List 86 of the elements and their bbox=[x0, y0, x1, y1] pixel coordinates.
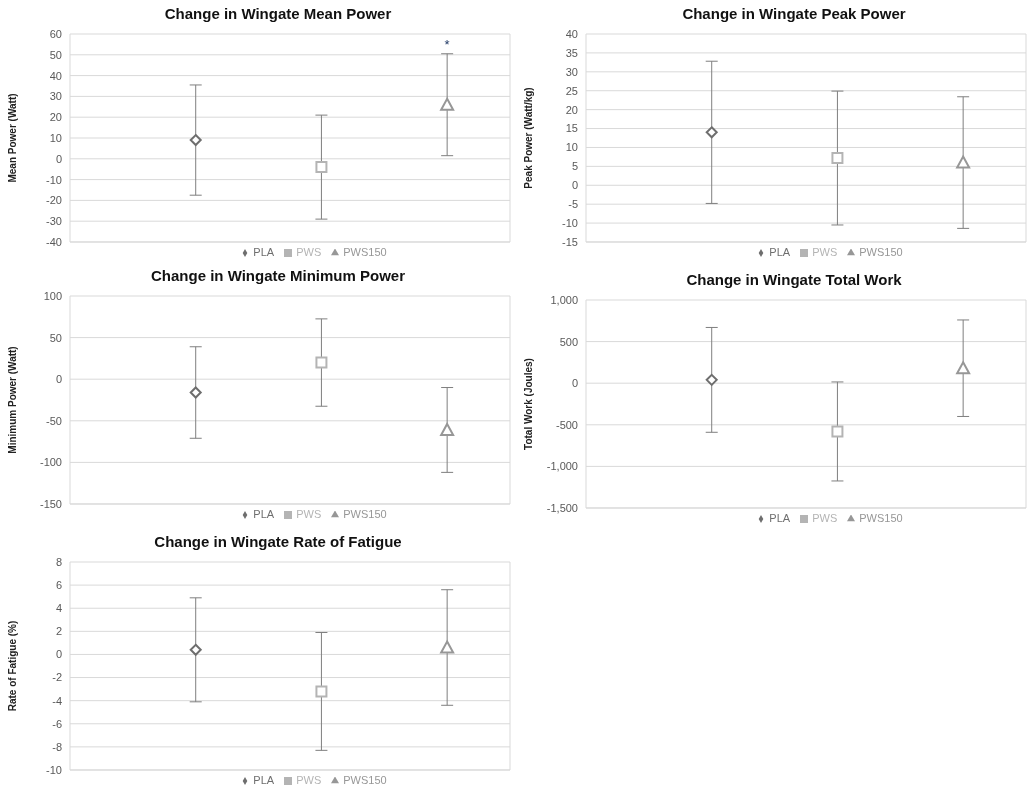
y-tick-label: -50 bbox=[46, 414, 62, 427]
legend-label: PWS bbox=[296, 774, 322, 786]
y-tick-label: -40 bbox=[46, 235, 62, 248]
point bbox=[440, 422, 455, 436]
point bbox=[189, 643, 202, 656]
chart-title: Change in Wingate Peak Power bbox=[681, 4, 907, 24]
y-tick-label: 30 bbox=[565, 65, 578, 78]
legend-label: PLA bbox=[253, 246, 275, 258]
y-axis-title: Minimum Power (Watt) bbox=[6, 346, 18, 454]
y-axis-title: Mean Power (Watt) bbox=[6, 93, 18, 183]
y-tick-label: -10 bbox=[46, 763, 62, 776]
y-tick-label: -10 bbox=[46, 173, 62, 186]
y-tick-label: -500 bbox=[555, 418, 578, 431]
y-tick-label: 5 bbox=[571, 160, 578, 173]
y-tick-label: 50 bbox=[49, 48, 62, 61]
y-tick-label: -100 bbox=[39, 456, 62, 469]
y-tick-label: -8 bbox=[52, 740, 62, 753]
point bbox=[440, 97, 455, 111]
point bbox=[189, 386, 202, 399]
y-axis-title: Rate of Fatigue (%) bbox=[6, 620, 18, 712]
y-tick-label: 20 bbox=[49, 111, 62, 124]
legend-label: PLA bbox=[253, 508, 275, 520]
y-tick-label: -10 bbox=[562, 217, 578, 229]
y-tick-label: -1,500 bbox=[546, 501, 578, 514]
point bbox=[189, 134, 202, 147]
point bbox=[956, 155, 971, 169]
point bbox=[705, 373, 718, 386]
y-tick-label: 10 bbox=[565, 141, 578, 154]
legend-label: PLA bbox=[769, 512, 791, 524]
point bbox=[956, 361, 971, 375]
y-tick-label: -15 bbox=[562, 235, 578, 248]
y-tick-label: -20 bbox=[46, 194, 62, 207]
legend-label: PWS150 bbox=[343, 246, 387, 258]
y-tick-label: -30 bbox=[46, 215, 62, 228]
y-tick-label: 0 bbox=[571, 377, 578, 390]
chart-title: Change in Wingate Total Work bbox=[685, 270, 903, 290]
y-tick-label: 30 bbox=[49, 90, 62, 103]
y-tick-label: 0 bbox=[55, 373, 62, 386]
y-tick-label: 60 bbox=[49, 27, 62, 40]
legend-label: PWS bbox=[812, 246, 838, 258]
point bbox=[705, 126, 718, 139]
point bbox=[315, 161, 328, 174]
y-tick-label: 0 bbox=[571, 179, 578, 192]
annotation: * bbox=[444, 36, 450, 52]
chart-title: Change in Wingate Mean Power bbox=[163, 4, 393, 24]
legend-label: PWS150 bbox=[859, 512, 903, 524]
y-tick-label: 0 bbox=[55, 648, 62, 661]
y-tick-label: -6 bbox=[52, 717, 62, 730]
chart-title: Change in Wingate Rate of Fatigue bbox=[153, 532, 403, 552]
y-tick-label: 50 bbox=[49, 331, 62, 344]
y-tick-label: 35 bbox=[565, 46, 578, 59]
chart-title: Change in Wingate Minimum Power bbox=[149, 266, 407, 286]
legend-label: PWS150 bbox=[859, 246, 903, 258]
point bbox=[440, 640, 455, 654]
legend-label: PWS bbox=[296, 246, 322, 258]
legend-label: PLA bbox=[769, 246, 791, 258]
y-tick-label: -5 bbox=[568, 198, 578, 211]
y-tick-label: 6 bbox=[55, 579, 62, 592]
legend-label: PWS150 bbox=[343, 508, 387, 520]
point bbox=[315, 685, 328, 698]
y-tick-label: 10 bbox=[49, 131, 62, 144]
y-tick-label: 0 bbox=[55, 152, 62, 165]
legend-label: PWS150 bbox=[343, 774, 387, 786]
y-tick-label: 4 bbox=[55, 602, 62, 615]
legend-label: PLA bbox=[253, 774, 275, 786]
y-tick-label: 2 bbox=[55, 625, 62, 638]
y-tick-label: 40 bbox=[49, 69, 62, 82]
y-tick-label: 1,000 bbox=[550, 293, 578, 306]
point bbox=[831, 152, 844, 165]
y-tick-label: 500 bbox=[559, 335, 578, 348]
legend-label: PWS bbox=[812, 512, 838, 524]
y-tick-label: 100 bbox=[43, 289, 62, 302]
point bbox=[831, 425, 844, 438]
point bbox=[315, 356, 328, 369]
legend-label: PWS bbox=[296, 508, 322, 520]
y-tick-label: -2 bbox=[52, 671, 62, 684]
y-tick-label: 15 bbox=[565, 122, 578, 135]
y-tick-label: 20 bbox=[565, 103, 578, 116]
y-tick-label: -4 bbox=[52, 694, 62, 707]
y-tick-label: -1,000 bbox=[546, 460, 578, 473]
y-axis-title: Peak Power (Watt/kg) bbox=[522, 87, 534, 189]
y-axis-title: Total Work (Joules) bbox=[522, 358, 534, 450]
y-tick-label: 40 bbox=[565, 27, 578, 40]
y-tick-label: 25 bbox=[565, 84, 578, 97]
y-tick-label: 8 bbox=[55, 555, 62, 568]
y-tick-label: -150 bbox=[39, 497, 62, 510]
